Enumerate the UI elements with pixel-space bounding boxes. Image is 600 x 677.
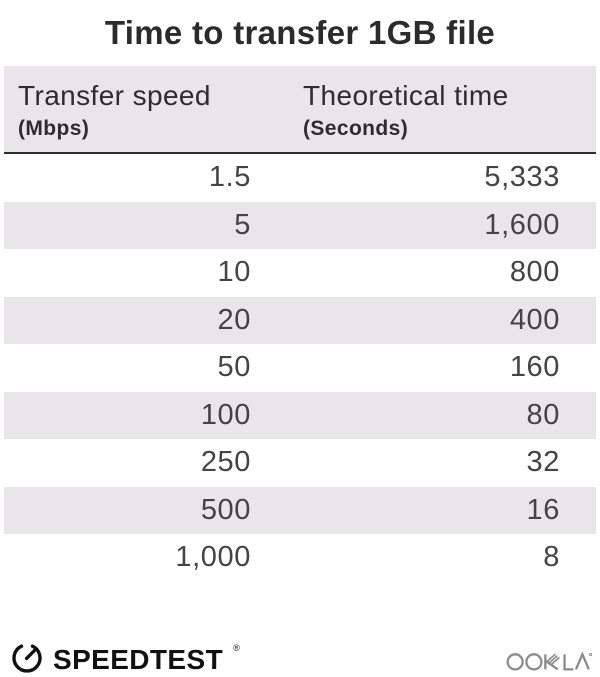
time-value: 8 xyxy=(543,541,560,573)
speed-value: 250 xyxy=(200,446,251,478)
ookla-letter-a xyxy=(574,651,590,670)
page-title: Time to transfer 1GB file xyxy=(104,14,496,51)
speedtest-logo: SPEEDTEST ® xyxy=(10,641,240,677)
column-header-transfer-speed: Transfer speed (Mbps) xyxy=(4,79,252,152)
speed-value: 50 xyxy=(217,351,251,383)
column-label: Transfer speed xyxy=(18,80,211,111)
speed-value: 1.5 xyxy=(208,161,251,193)
speed-value: 10 xyxy=(217,256,251,288)
column-unit: (Mbps) xyxy=(18,117,90,140)
table-row: 50 160 xyxy=(4,344,596,392)
infographic-page: Time to transfer 1GB file Transfer speed… xyxy=(0,13,600,677)
table-body: 1.5 5,333 5 1,600 10 800 20 400 50 160 1… xyxy=(4,154,596,582)
column-header-theoretical-time: Theoretical time (Seconds) xyxy=(252,79,596,152)
table-row: 1.5 5,333 xyxy=(4,154,596,202)
ookla-letter-l xyxy=(563,654,574,671)
ookla-letter-o1 xyxy=(506,653,524,671)
table-row: 20 400 xyxy=(4,296,596,344)
column-unit: (Seconds) xyxy=(303,117,409,140)
time-value: 5,333 xyxy=(484,161,560,193)
table-row: 250 32 xyxy=(4,439,596,487)
ookla-letter-o2 xyxy=(525,653,543,671)
time-value: 80 xyxy=(526,398,560,431)
registered-trademark-icon: ® xyxy=(233,642,240,653)
table-row: 500 16 xyxy=(4,486,596,534)
table-row: 10 800 xyxy=(4,249,596,297)
speedometer-icon xyxy=(10,641,44,677)
time-value: 400 xyxy=(509,303,560,336)
time-value: 160 xyxy=(509,351,560,383)
time-value: 16 xyxy=(526,493,560,526)
speed-value: 1,000 xyxy=(175,541,251,573)
speed-value: 500 xyxy=(200,493,251,526)
speed-value: 20 xyxy=(217,303,251,336)
speed-value: 100 xyxy=(200,398,251,431)
ookla-letter-k-leg xyxy=(546,660,559,671)
footer-branding: SPEEDTEST ® xyxy=(0,641,600,677)
header-divider xyxy=(4,152,596,154)
table-row: 100 80 xyxy=(4,391,596,439)
speedtest-wordmark: SPEEDTEST xyxy=(53,644,224,675)
time-value: 800 xyxy=(509,256,560,288)
transfer-time-table: Transfer speed (Mbps) Theoretical time (… xyxy=(4,66,596,582)
speed-value: 5 xyxy=(234,208,251,241)
column-label: Theoretical time xyxy=(303,80,509,111)
table-header-row: Transfer speed (Mbps) Theoretical time (… xyxy=(4,66,596,152)
time-value: 32 xyxy=(526,446,560,478)
time-value: 1,600 xyxy=(484,208,560,241)
table-row: 5 1,600 xyxy=(4,201,596,249)
table-row: 1,000 8 xyxy=(4,534,596,582)
ookla-logo xyxy=(506,648,592,672)
